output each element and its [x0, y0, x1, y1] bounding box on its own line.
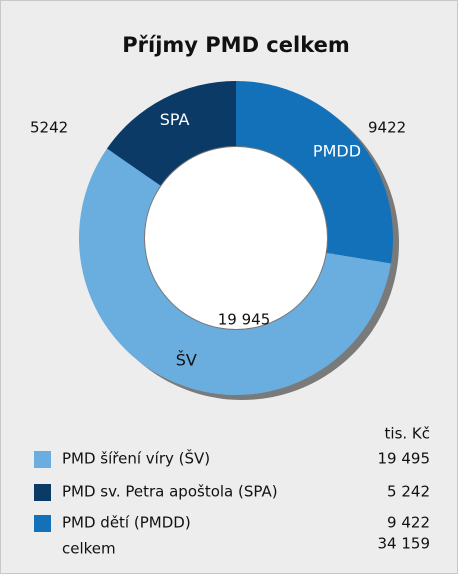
hole — [145, 147, 327, 329]
legend-swatch — [34, 515, 51, 532]
segment-label: ŠV — [176, 350, 197, 369]
chart-title: Příjmy PMD celkem — [122, 33, 349, 57]
legend: tis. Kč PMD šíření víry (ŠV) 19 495 PMD sv.… — [34, 425, 430, 558]
donut-segment — [236, 81, 393, 264]
donut — [78, 81, 400, 401]
total-value: 34 159 — [378, 535, 431, 553]
legend-value: 9 422 — [387, 514, 430, 532]
annotation: 5242 — [30, 119, 68, 137]
annotation: 19 945 — [218, 311, 271, 329]
labels: ŠV SPA PMDD 19 945 5242 9422 — [30, 110, 406, 369]
annotation: 9422 — [368, 119, 406, 137]
segment-label: SPA — [160, 110, 190, 129]
legend-label: PMD sv. Petra apoštola (SPA) — [62, 483, 278, 501]
legend-value: 19 495 — [378, 450, 431, 468]
legend-swatch — [34, 451, 51, 468]
legend-swatch — [34, 484, 51, 501]
legend-label: PMD šíření víry (ŠV) — [62, 449, 210, 468]
segment-label: PMDD — [313, 142, 361, 161]
total-name: celkem — [62, 540, 116, 558]
legend-label: PMD dětí (PMDD) — [62, 514, 191, 532]
donut-segment — [78, 148, 391, 396]
donut-segment — [107, 81, 236, 186]
unit-label: tis. Kč — [385, 425, 430, 443]
legend-value: 5 242 — [387, 483, 430, 501]
